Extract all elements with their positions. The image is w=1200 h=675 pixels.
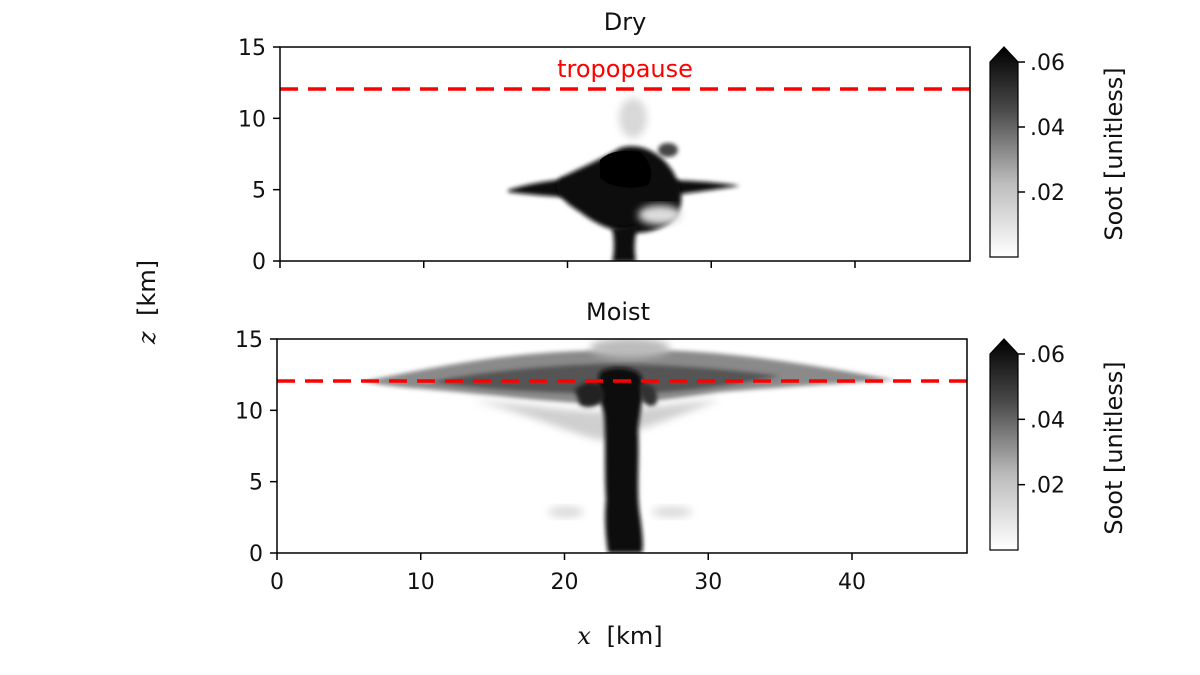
colorbar-tick-label: .02 [1030,474,1065,499]
x-tick-label: 30 [694,570,722,595]
soot-field-moist [365,339,895,553]
plume-core-moist [575,382,605,407]
y-tick-label: 0 [249,542,263,567]
y-tick-label: 15 [238,36,266,61]
soot-field-dry [508,98,740,261]
plume-wisp [619,98,647,138]
y-tick-label: 10 [235,399,263,424]
colorbar-tick-label: .06 [1030,51,1065,76]
colorbar-moist: .02 .04 .06 Soot [unitless] [989,338,1128,551]
y-tick-label: 5 [249,471,263,496]
y-axis-moist: 0 5 10 15 [235,328,277,567]
svg-text:x [km]: x [km] [577,622,662,650]
y-axis-label: z [km] [133,260,161,345]
plume-wisp [638,205,682,225]
y-axis-label-unit: [km] [133,260,161,316]
colorbar-tick-label: .04 [1030,408,1065,433]
panel-title-moist: Moist [586,298,650,326]
panel-title-dry: Dry [604,8,647,36]
y-axis-label-var: z [133,331,161,345]
plume-core-moist [640,383,657,406]
x-tick-label: 10 [407,570,435,595]
colorbar-gradient-dry [989,46,1019,258]
y-axis-dry: 0 5 10 15 [238,36,280,275]
plume-wisp [548,506,584,518]
tropopause-label: tropopause [557,55,693,83]
x-tick-label: 40 [838,570,866,595]
svg-text:z [km]: z [km] [133,260,161,345]
x-tick-label: 0 [270,570,284,595]
plume-wisp [652,506,692,518]
colorbar-ticks-dry: .02 .04 .06 [1018,51,1065,206]
x-axis-label-var: x [577,622,591,650]
axes-frame-dry [279,46,971,262]
colorbar-tick-label: .02 [1030,181,1065,206]
panel-dry: Dry tropopause 0 5 10 15 .02 .04 .06 Soot [un… [238,8,1128,275]
x-axis-label: x [km] [577,622,662,650]
colorbar-ticks-moist: .02 .04 .06 [1018,343,1065,499]
x-axis-dry [279,261,856,268]
plume-trunk-dry [612,226,638,261]
colorbar-label-dry: Soot [unitless] [1100,67,1128,240]
plume-wisp [470,400,720,440]
plume-core-moist [598,367,643,553]
plume-core-dry [600,150,652,188]
y-tick-label: 15 [235,328,263,353]
axes-frame-moist [276,338,968,554]
plume-wisp [658,143,678,157]
panel-moist: Moist 0 5 10 15 0 10 20 30 40 .02 .04 .06 Soot [u… [235,298,1128,595]
y-tick-label: 10 [238,107,266,132]
plume-wisp [590,339,670,358]
colorbar-label-moist: Soot [unitless] [1100,361,1128,534]
colorbar-tick-label: .06 [1030,343,1065,368]
x-tick-label: 20 [551,570,579,595]
colorbar-dry: .02 .04 .06 Soot [unitless] [989,46,1128,258]
colorbar-gradient-moist [989,338,1019,551]
y-tick-label: 0 [252,250,266,275]
x-axis-label-unit: [km] [607,622,663,650]
x-axis-moist: 0 10 20 30 40 [270,553,866,595]
colorbar-tick-label: .04 [1030,116,1065,141]
y-tick-label: 5 [252,179,266,204]
